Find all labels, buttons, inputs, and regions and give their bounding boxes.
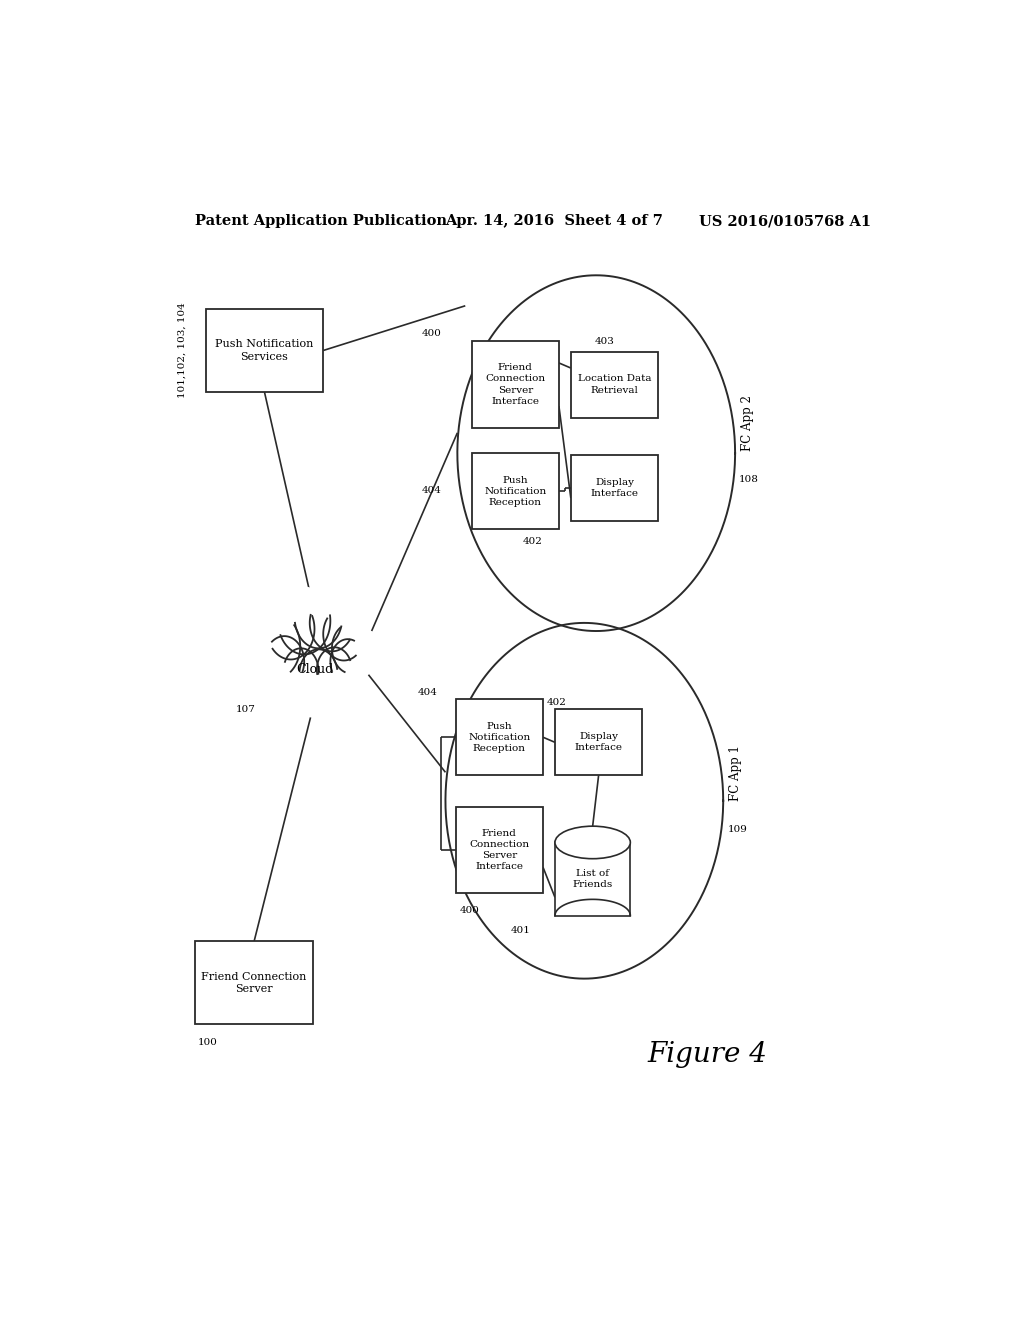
Polygon shape [299,649,338,698]
Polygon shape [250,614,300,678]
Text: Cloud: Cloud [296,663,333,676]
Text: Display
Interface: Display Interface [591,478,639,498]
Text: 109: 109 [727,825,748,834]
Polygon shape [316,647,352,692]
Polygon shape [324,607,365,660]
Text: List of
Friends: List of Friends [572,870,612,888]
FancyBboxPatch shape [555,842,631,916]
Text: 100: 100 [198,1038,218,1047]
FancyBboxPatch shape [472,453,559,529]
Text: 108: 108 [738,475,759,484]
Text: Push
Notification
Reception: Push Notification Reception [468,722,530,752]
FancyBboxPatch shape [570,351,658,417]
Text: 107: 107 [236,705,255,714]
FancyBboxPatch shape [456,807,543,894]
Text: Patent Application Publication: Patent Application Publication [196,214,447,228]
Ellipse shape [555,826,631,859]
Text: Display
Interface: Display Interface [574,733,623,752]
Text: 404: 404 [418,688,438,697]
Text: 400: 400 [460,906,479,915]
Text: Location Data
Retrieval: Location Data Retrieval [578,375,651,395]
Polygon shape [309,594,354,651]
Text: Push Notification
Services: Push Notification Services [215,339,313,362]
Text: Figure 4: Figure 4 [647,1041,767,1068]
Text: Friend
Connection
Server
Interface: Friend Connection Server Interface [469,829,529,871]
Text: 402: 402 [523,537,543,546]
Text: 101,102, 103, 104: 101,102, 103, 104 [177,302,186,399]
Polygon shape [332,623,372,673]
FancyBboxPatch shape [570,455,658,521]
Text: 404: 404 [421,486,441,495]
Polygon shape [295,587,342,648]
Text: 400: 400 [421,329,441,338]
Polygon shape [331,639,366,684]
Text: Push
Notification
Reception: Push Notification Reception [484,475,547,507]
Text: 403: 403 [594,337,614,346]
Text: Friend
Connection
Server
Interface: Friend Connection Server Interface [485,363,546,405]
FancyBboxPatch shape [555,709,642,775]
Polygon shape [278,587,331,655]
Text: Friend Connection
Server: Friend Connection Server [202,972,307,994]
Text: 401: 401 [511,927,530,936]
Text: FC App 1: FC App 1 [729,746,742,801]
Text: Apr. 14, 2016  Sheet 4 of 7: Apr. 14, 2016 Sheet 4 of 7 [445,214,664,228]
Polygon shape [267,598,314,660]
Polygon shape [264,636,304,686]
FancyBboxPatch shape [206,309,324,392]
Text: FC App 2: FC App 2 [740,395,754,450]
FancyBboxPatch shape [472,342,559,428]
Polygon shape [284,648,318,693]
FancyBboxPatch shape [456,700,543,775]
Text: 402: 402 [547,698,566,706]
FancyBboxPatch shape [196,941,313,1024]
Text: US 2016/0105768 A1: US 2016/0105768 A1 [699,214,871,228]
